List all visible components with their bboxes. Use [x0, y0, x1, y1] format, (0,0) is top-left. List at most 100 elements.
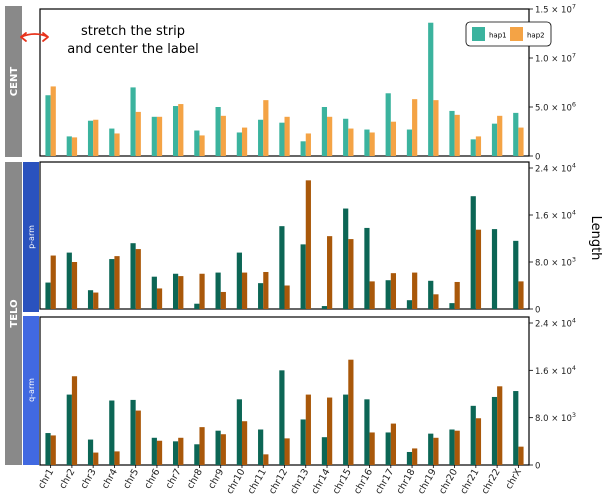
cent-bar-hap1-chr2 — [66, 136, 72, 156]
cent-bar-hap2-chr16 — [369, 132, 375, 156]
cent-bar-hap2-chr2 — [71, 137, 78, 156]
cent-bar-hap1-chr5 — [130, 87, 136, 156]
telo-q-bar-hap2-chr15 — [348, 359, 354, 465]
telo-p-ytick-label: 0 — [535, 306, 540, 316]
telo-q-bar-hap2-chr18 — [412, 448, 418, 465]
telo-p-bar-hap2-chr1 — [50, 255, 56, 309]
cent-bar-hap2-chr4 — [114, 133, 120, 156]
telo-q-bar-hap1-chr2 — [66, 394, 72, 465]
telo-p-bar-hap1-chr2 — [66, 252, 72, 309]
telo-q-ytick-label: 0 — [535, 462, 540, 472]
cent-bar-hap2-chr3 — [93, 119, 99, 156]
telo-q-bar-hap1-chr20 — [449, 429, 455, 465]
telo-q-bar-hap1-chr12 — [279, 370, 285, 465]
telo-q-bar-hap2-chr2 — [71, 376, 78, 465]
telo-p-bar-hap1-chr18 — [406, 300, 413, 309]
legend-swatch-hap2 — [510, 27, 523, 41]
telo-p-bar-hap2-chr4 — [114, 256, 120, 309]
cent-bar-hap1-chr16 — [364, 129, 370, 156]
telo-p-bar-hap2-chr15 — [348, 239, 354, 309]
x-tick-label-chr12: chr12 — [267, 467, 290, 496]
telo-p-bar-hap1-chr14 — [321, 306, 328, 309]
telo-p-bar-hap1-chr3 — [87, 290, 94, 309]
telo-p-bar-hap1-chr16 — [364, 227, 370, 309]
cent-bar-hap1-chr17 — [385, 93, 391, 156]
strip-cent-label: CENT — [9, 67, 20, 97]
cent-bar-hap2-chrX — [518, 127, 524, 156]
telo-q-ytick-label: 8.0 × 103 — [535, 411, 576, 424]
x-tick-label-chr20: chr20 — [437, 467, 460, 496]
cent-bar-hap2-chr17 — [390, 121, 397, 156]
telo-p-bar-hap1-chr5 — [130, 243, 136, 309]
x-tick-label-chr10: chr10 — [224, 467, 247, 496]
annotation-line-2: and center the label — [67, 42, 198, 57]
telo-q-bar-hap1-chr4 — [109, 400, 115, 465]
telo-q-bar-hap2-chrX — [518, 446, 524, 465]
telo-q-bar-hap1-chr13 — [300, 419, 306, 465]
cent-bar-hap2-chr15 — [348, 128, 354, 156]
telo-p-bar-hap2-chr9 — [220, 291, 226, 309]
legend-swatch-hap1 — [472, 27, 485, 41]
cent-bar-hap1-chr12 — [279, 122, 285, 156]
strip-p-arm — [23, 162, 39, 312]
cent-bar-hap2-chr20 — [454, 114, 460, 156]
x-tick-label-chr4: chr4 — [100, 467, 120, 491]
cent-ytick-label: 0 — [535, 153, 540, 163]
cent-bar-hap2-chr10 — [241, 127, 248, 156]
telo-p-bar-hap1-chr10 — [236, 252, 242, 309]
telo-p-bar-hap2-chr8 — [199, 273, 205, 309]
cent-bar-hap1-chr22 — [491, 123, 498, 156]
telo-p-bar-hap1-chr1 — [45, 282, 51, 309]
cent-bar-hap2-chr6 — [156, 116, 163, 156]
cent-bar-hap2-chr8 — [199, 135, 205, 156]
x-tick-label-chr17: chr17 — [373, 467, 396, 496]
telo-p-bar-hap2-chr20 — [454, 281, 460, 309]
cent-bar-hap1-chrX — [513, 112, 519, 156]
cent-bar-hap1-chr20 — [449, 110, 455, 156]
telo-q-bar-hap2-chr21 — [475, 418, 482, 465]
telo-q-bar-hap1-chr17 — [385, 432, 391, 465]
telo-q-bar-hap2-chr7 — [178, 437, 184, 465]
telo-p-bar-hap1-chr17 — [385, 280, 391, 309]
telo-q-bar-hap1-chr8 — [194, 444, 200, 465]
telo-p-bar-hap1-chr4 — [109, 259, 115, 309]
telo-p-bar-hap2-chr6 — [156, 288, 163, 309]
telo-p-bar-hap2-chr19 — [433, 294, 439, 309]
annotation-arrow-icon — [20, 32, 49, 42]
telo-p-bar-hap1-chr20 — [449, 303, 455, 309]
telo-q-bar-hap1-chr11 — [258, 429, 264, 465]
x-tick-label-chr21: chr21 — [458, 467, 481, 496]
telo-q-bar-hap2-chr10 — [241, 421, 248, 465]
telo-p-bar-hap1-chr8 — [194, 303, 200, 309]
telo-p-bar-hap2-chr3 — [93, 292, 99, 309]
x-tick-label-chrX: chrX — [504, 467, 525, 492]
telo-q-bar-hap2-chr17 — [390, 423, 397, 465]
telo-q-bar-hap2-chr8 — [199, 427, 205, 465]
x-tick-label-chr5: chr5 — [121, 467, 141, 491]
legend-box — [465, 21, 552, 47]
strip-p-arm-label: p-arm — [27, 225, 36, 249]
telo-p-bar-hap2-chr5 — [135, 249, 141, 309]
telo-q-bar-hap1-chr3 — [87, 439, 94, 465]
telo-p-bar-hap1-chr13 — [300, 244, 306, 309]
cent-bar-hap2-chr14 — [327, 116, 333, 156]
y-axis-title: Length — [588, 216, 603, 261]
telo-p-bar-hap2-chr10 — [241, 272, 248, 309]
x-tick-label-chr13: chr13 — [288, 467, 311, 496]
telo-q-bar-hap2-chr22 — [497, 386, 503, 465]
x-tick-label-chr7: chr7 — [164, 467, 184, 491]
telo-q-bar-hap2-chr5 — [135, 410, 141, 465]
telo-p-bar-hap2-chr16 — [369, 281, 375, 309]
cent-bar-hap2-chr19 — [433, 100, 439, 156]
legend-label-hap2: hap2 — [527, 32, 545, 40]
cent-bar-hap2-chr9 — [220, 115, 226, 156]
cent-bar-hap1-chr18 — [406, 129, 413, 156]
x-tick-label-chr6: chr6 — [142, 467, 162, 491]
telo-q-bar-hap1-chr18 — [406, 451, 413, 465]
telo-p-bar-hap2-chr21 — [475, 229, 482, 309]
telo-q-bar-hap1-chr15 — [343, 394, 349, 465]
cent-bar-hap1-chr14 — [321, 107, 328, 156]
telo-q-bar-hap1-chr14 — [321, 437, 328, 465]
